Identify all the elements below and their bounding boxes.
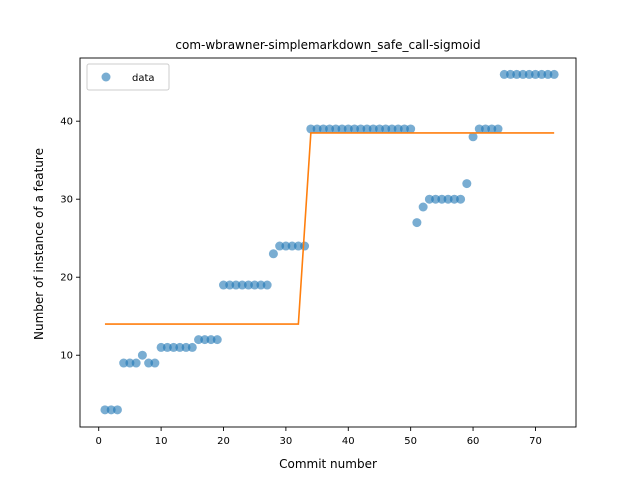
data-point: [206, 335, 216, 345]
data-point: [125, 358, 135, 368]
data-point: [137, 350, 147, 360]
legend: data: [86, 63, 170, 91]
data-point: [312, 124, 322, 134]
data-point: [243, 280, 253, 290]
y-axis: 10 20 30 40: [60, 117, 80, 362]
data-point: [524, 69, 534, 79]
data-point: [162, 342, 172, 352]
x-tick-label: 60: [467, 436, 480, 447]
data-point: [331, 124, 341, 134]
data-point: [456, 194, 466, 204]
data-point: [431, 194, 441, 204]
data-point: [481, 124, 491, 134]
data-point: [356, 124, 366, 134]
data-point: [300, 241, 310, 251]
data-point: [325, 124, 335, 134]
data-point: [437, 194, 447, 204]
x-tick-label: 50: [404, 436, 417, 447]
data-point: [100, 405, 110, 415]
data-point: [262, 280, 272, 290]
x-tick-label: 30: [280, 436, 293, 447]
data-point: [462, 179, 472, 189]
data-point: [362, 124, 372, 134]
x-axis-label: Commit number: [279, 457, 377, 471]
data-point: [306, 124, 316, 134]
data-point: [518, 69, 528, 79]
y-tick-label: 40: [60, 117, 73, 128]
axes-frame: [79, 57, 577, 428]
y-tick-label: 20: [60, 273, 73, 284]
y-axis-label: Number of instance of a feature: [32, 148, 46, 340]
data-point: [406, 124, 416, 134]
data-point: [250, 280, 260, 290]
data-point: [424, 194, 434, 204]
data-point: [231, 280, 241, 290]
x-tick-label: 20: [217, 436, 230, 447]
data-point: [387, 124, 397, 134]
data-point: [399, 124, 409, 134]
data-point: [443, 194, 453, 204]
data-point: [474, 124, 484, 134]
data-point: [318, 124, 328, 134]
data-point: [287, 241, 297, 251]
legend-box: [86, 63, 170, 91]
data-point: [505, 69, 515, 79]
legend-marker-data: [101, 72, 111, 82]
data-point: [537, 69, 547, 79]
data-point: [218, 280, 228, 290]
data-point: [200, 335, 210, 345]
data-point: [212, 335, 222, 345]
data-point: [493, 124, 503, 134]
x-tick-label: 0: [96, 436, 102, 447]
data-point: [337, 124, 347, 134]
data-point: [256, 280, 266, 290]
data-point: [156, 342, 166, 352]
chart-title: com-wbrawner-simplemarkdown_safe_call-si…: [175, 38, 480, 52]
data-point: [418, 202, 428, 212]
data-point: [144, 358, 154, 368]
data-point: [449, 194, 459, 204]
data-point: [293, 241, 303, 251]
data-point: [268, 249, 278, 259]
data-point: [374, 124, 384, 134]
legend-label-data: data: [132, 73, 155, 84]
x-tick-label: 40: [342, 436, 355, 447]
data-point: [181, 342, 191, 352]
data-point: [112, 405, 122, 415]
data-point: [350, 124, 360, 134]
data-point: [119, 358, 129, 368]
data-point: [237, 280, 247, 290]
data-point: [499, 69, 509, 79]
data-point: [131, 358, 141, 368]
data-point: [393, 124, 403, 134]
data-point: [150, 358, 160, 368]
data-point: [187, 342, 197, 352]
data-point: [468, 132, 478, 142]
data-point: [194, 335, 204, 345]
data-point: [368, 124, 378, 134]
y-tick-label: 10: [60, 351, 73, 362]
data-point: [381, 124, 391, 134]
data-point: [343, 124, 353, 134]
plot-background: [80, 58, 576, 427]
x-axis: 0 10 20 30 40 50 60 70: [96, 427, 542, 447]
data-point: [225, 280, 235, 290]
data-point: [169, 342, 179, 352]
data-point: [543, 69, 553, 79]
fit-line: [104, 132, 555, 325]
plot-area: [79, 57, 577, 428]
data-point: [281, 241, 291, 251]
data-point: [175, 342, 185, 352]
data-point: [549, 69, 559, 79]
x-tick-label: 10: [155, 436, 168, 447]
data-point: [412, 218, 422, 228]
data-point: [530, 69, 540, 79]
data-point: [487, 124, 497, 134]
y-tick-label: 30: [60, 195, 73, 206]
data-point: [106, 405, 116, 415]
data-point: [512, 69, 522, 79]
x-tick-label: 70: [529, 436, 542, 447]
data-point: [275, 241, 285, 251]
